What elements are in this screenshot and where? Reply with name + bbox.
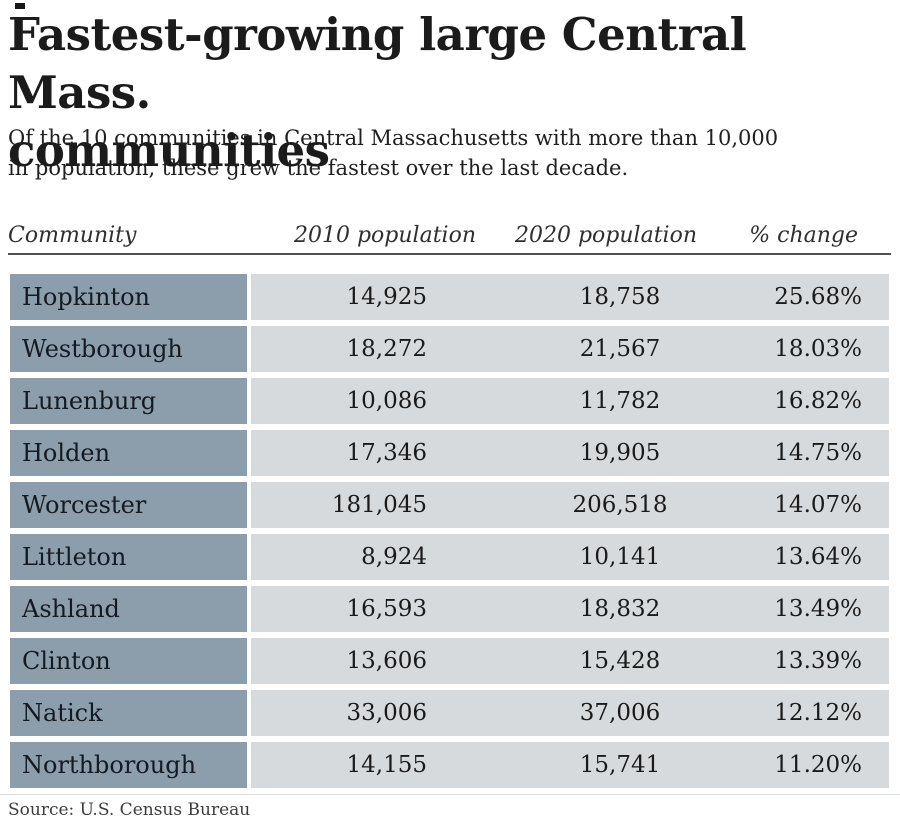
page-subtitle: Of the 10 communities in Central Massach… bbox=[8, 123, 878, 183]
values-cell: 10,086 11,782 16.82% bbox=[251, 378, 889, 424]
value-pct-change: 18.03% bbox=[774, 336, 862, 362]
table-row: Northborough 14,155 15,741 11.20% bbox=[0, 742, 900, 788]
value-pct-change: 11.20% bbox=[774, 752, 862, 778]
values-cell: 14,155 15,741 11.20% bbox=[251, 742, 889, 788]
page-subtitle-line2: in population, these grew the fastest ov… bbox=[8, 156, 629, 180]
values-cell: 8,924 10,141 13.64% bbox=[251, 534, 889, 580]
value-2010-population: 18,272 bbox=[346, 336, 427, 362]
table-row: Clinton 13,606 15,428 13.39% bbox=[0, 638, 900, 684]
community-name: Northborough bbox=[22, 751, 197, 779]
value-2020-population: 10,141 bbox=[579, 544, 661, 570]
page-title-line2: communities bbox=[8, 124, 330, 177]
community-cell: Ashland bbox=[10, 586, 247, 632]
community-name: Westborough bbox=[22, 335, 183, 363]
community-cell: Holden bbox=[10, 430, 247, 476]
value-2020-population: 15,741 bbox=[579, 752, 661, 778]
value-2020-population: 37,006 bbox=[579, 700, 661, 726]
corner-artifact-mark bbox=[15, 3, 25, 9]
value-2010-population: 14,155 bbox=[346, 752, 427, 778]
value-2010-population: 10,086 bbox=[346, 388, 427, 414]
table-body: Hopkinton 14,925 18,758 25.68% Westborou… bbox=[0, 274, 900, 794]
community-cell: Lunenburg bbox=[10, 378, 247, 424]
value-2010-population: 14,925 bbox=[346, 284, 427, 310]
page-title-line1: Fastest-growing large Central Mass. bbox=[8, 8, 747, 119]
source-credit: Source: U.S. Census Bureau bbox=[8, 800, 251, 820]
value-pct-change: 16.82% bbox=[774, 388, 862, 414]
page-subtitle-line1: Of the 10 communities in Central Massach… bbox=[8, 126, 779, 150]
column-header-2010-population: 2010 population bbox=[293, 223, 476, 248]
community-name: Clinton bbox=[22, 647, 111, 675]
community-name: Natick bbox=[22, 699, 103, 727]
community-cell: Littleton bbox=[10, 534, 247, 580]
value-pct-change: 14.75% bbox=[774, 440, 862, 466]
table-row: Hopkinton 14,925 18,758 25.68% bbox=[0, 274, 900, 320]
value-pct-change: 13.39% bbox=[774, 648, 862, 674]
value-2020-population: 19,905 bbox=[579, 440, 661, 466]
page-title: Fastest-growing large Central Mass. comm… bbox=[8, 6, 878, 180]
community-cell: Hopkinton bbox=[10, 274, 247, 320]
value-2020-population: 206,518 bbox=[572, 492, 668, 518]
column-header-community: Community bbox=[8, 223, 137, 248]
values-cell: 13,606 15,428 13.39% bbox=[251, 638, 889, 684]
value-pct-change: 25.68% bbox=[774, 284, 862, 310]
table-row: Natick 33,006 37,006 12.12% bbox=[0, 690, 900, 736]
value-2020-population: 18,832 bbox=[579, 596, 661, 622]
community-name: Lunenburg bbox=[22, 387, 157, 415]
value-pct-change: 13.49% bbox=[774, 596, 862, 622]
table-row: Westborough 18,272 21,567 18.03% bbox=[0, 326, 900, 372]
community-name: Hopkinton bbox=[22, 283, 150, 311]
value-2010-population: 181,045 bbox=[331, 492, 427, 518]
value-2010-population: 8,924 bbox=[361, 544, 427, 570]
values-cell: 33,006 37,006 12.12% bbox=[251, 690, 889, 736]
value-pct-change: 14.07% bbox=[774, 492, 862, 518]
community-name: Littleton bbox=[22, 543, 127, 571]
header-rule bbox=[8, 253, 891, 255]
value-2020-population: 15,428 bbox=[579, 648, 661, 674]
value-2010-population: 13,606 bbox=[346, 648, 427, 674]
value-2010-population: 16,593 bbox=[346, 596, 427, 622]
values-cell: 17,346 19,905 14.75% bbox=[251, 430, 889, 476]
community-cell: Worcester bbox=[10, 482, 247, 528]
column-header-pct-change: % change bbox=[749, 223, 858, 248]
community-cell: Northborough bbox=[10, 742, 247, 788]
values-cell: 18,272 21,567 18.03% bbox=[251, 326, 889, 372]
community-cell: Westborough bbox=[10, 326, 247, 372]
value-pct-change: 12.12% bbox=[774, 700, 862, 726]
community-cell: Natick bbox=[10, 690, 247, 736]
value-2010-population: 33,006 bbox=[346, 700, 427, 726]
table-row: Ashland 16,593 18,832 13.49% bbox=[0, 586, 900, 632]
values-cell: 16,593 18,832 13.49% bbox=[251, 586, 889, 632]
column-header-2020-population: 2020 population bbox=[514, 223, 697, 248]
table-row: Holden 17,346 19,905 14.75% bbox=[0, 430, 900, 476]
community-name: Ashland bbox=[22, 595, 120, 623]
value-2010-population: 17,346 bbox=[346, 440, 427, 466]
value-2020-population: 21,567 bbox=[579, 336, 661, 362]
community-name: Worcester bbox=[22, 491, 147, 519]
values-cell: 181,045 206,518 14.07% bbox=[251, 482, 889, 528]
table-row: Lunenburg 10,086 11,782 16.82% bbox=[0, 378, 900, 424]
value-2020-population: 11,782 bbox=[579, 388, 661, 414]
table-row: Littleton 8,924 10,141 13.64% bbox=[0, 534, 900, 580]
footer-divider bbox=[0, 794, 900, 795]
community-cell: Clinton bbox=[10, 638, 247, 684]
values-cell: 14,925 18,758 25.68% bbox=[251, 274, 889, 320]
community-name: Holden bbox=[22, 439, 111, 467]
value-pct-change: 13.64% bbox=[774, 544, 862, 570]
table-row: Worcester 181,045 206,518 14.07% bbox=[0, 482, 900, 528]
value-2020-population: 18,758 bbox=[579, 284, 661, 310]
